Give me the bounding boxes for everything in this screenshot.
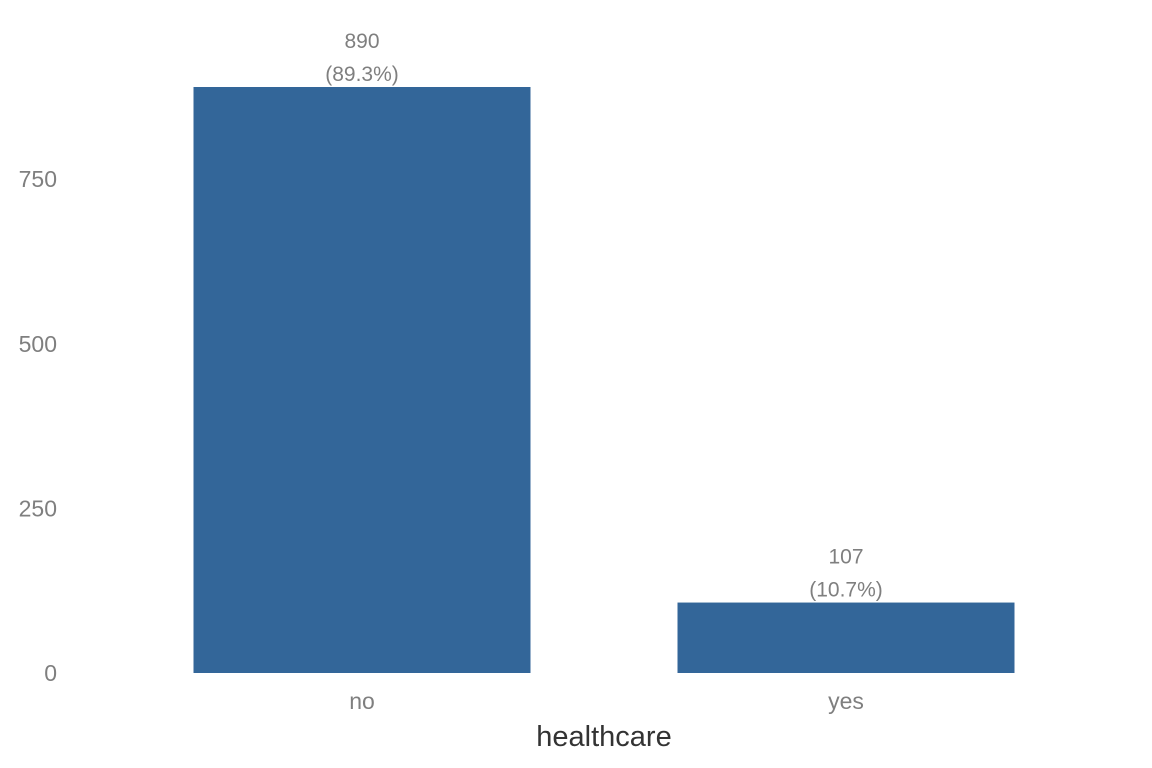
bar-no: [193, 87, 531, 673]
bar-yes: [677, 602, 1015, 673]
y-axis-ticks: 0 250 500 750: [19, 166, 57, 686]
x-tick-label: no: [349, 688, 375, 714]
x-tick-label: yes: [828, 688, 864, 714]
bars: [193, 87, 1015, 673]
bar-percent-label: (10.7%): [809, 579, 883, 602]
y-tick-label: 0: [44, 660, 57, 686]
bar-labels: 890 (89.3%) 107 (10.7%): [325, 30, 883, 602]
y-tick-label: 250: [19, 495, 57, 521]
bar-count-label: 890: [344, 30, 379, 53]
y-tick-label: 750: [19, 166, 57, 192]
bar-count-label: 107: [828, 546, 863, 569]
x-axis-ticks: no yes: [349, 688, 864, 714]
x-axis-title: healthcare: [536, 721, 671, 753]
bar-percent-label: (89.3%): [325, 63, 399, 86]
y-tick-label: 500: [19, 331, 57, 357]
